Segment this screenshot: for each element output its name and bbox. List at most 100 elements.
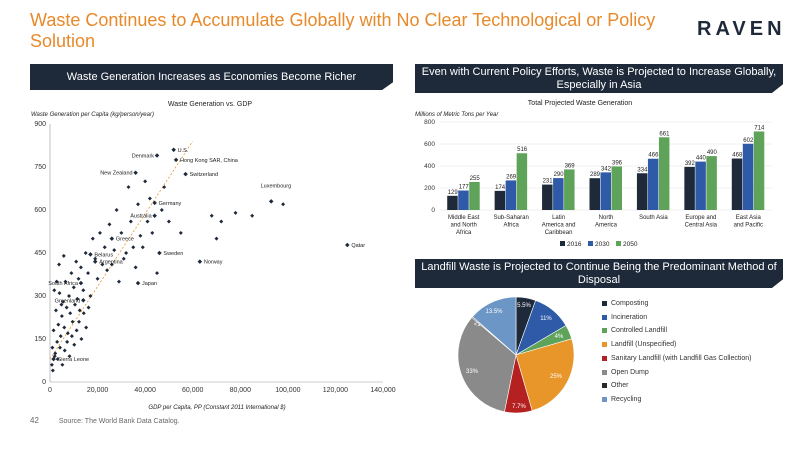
bar-2030 xyxy=(553,178,564,210)
pie-slice-label: 4% xyxy=(555,334,564,340)
bar-value-label: 468 xyxy=(732,153,743,159)
scatter-point-label: Japan xyxy=(142,281,157,287)
scatter-point xyxy=(233,210,238,215)
bar-2050 xyxy=(658,137,670,210)
bar-2050 xyxy=(516,153,528,210)
bar-category-label: Europe and Central Asia xyxy=(685,215,718,229)
scatter-point-label: Luxembourg xyxy=(261,183,292,189)
scatter-point xyxy=(145,219,150,224)
scatter-point xyxy=(124,251,129,255)
scatter-trendline xyxy=(49,140,194,360)
scatter-point xyxy=(49,362,54,367)
bar-2016 xyxy=(542,184,553,210)
pie-legend-swatch xyxy=(602,314,607,320)
bar-2050 xyxy=(469,181,480,210)
scatter-xtick-label: 0 xyxy=(48,387,52,394)
bar-2030 xyxy=(505,180,517,210)
bar-ytick-label: 0 xyxy=(431,207,435,214)
scatter-point xyxy=(50,345,55,350)
pie-slice xyxy=(457,317,517,413)
scatter-point xyxy=(78,265,83,270)
scatter-point-label: Argentina xyxy=(99,260,123,266)
scatter-point xyxy=(209,213,214,218)
scatter-point xyxy=(138,233,143,238)
bar-ytick-label: 600 xyxy=(424,141,435,148)
scatter-point xyxy=(116,279,121,284)
bar-value-label: 255 xyxy=(470,176,481,182)
scatter-point xyxy=(72,342,77,347)
scatter-ytick-label: 300 xyxy=(34,293,46,300)
pie-legend-swatch xyxy=(602,328,607,334)
scatter-point xyxy=(135,280,141,286)
bar-value-label: 661 xyxy=(659,131,670,137)
scatter-point-label: Germany xyxy=(159,201,182,207)
pie-slice-label: 33% xyxy=(466,369,479,375)
scatter-point-label: Switzerland xyxy=(190,172,218,178)
scatter-point xyxy=(126,185,131,190)
source-note: Source: The World Bank Data Catalog. xyxy=(58,418,180,425)
bar-value-label: 334 xyxy=(637,167,648,173)
pie-legend-label: Recycling xyxy=(611,395,642,403)
pie-slice xyxy=(472,296,517,356)
bar-2050 xyxy=(611,166,622,210)
scatter-point xyxy=(60,362,65,367)
bar-2016 xyxy=(494,190,506,210)
pie-legend-label: Landfill (Unspecified) xyxy=(611,341,677,349)
scatter-point xyxy=(159,208,164,212)
scatter-point-label: Denmark xyxy=(132,154,155,160)
scatter-ytick-label: 0 xyxy=(42,379,46,386)
bar-category-label: Sub-Saharan Africa xyxy=(493,215,528,229)
scatter-point xyxy=(50,368,55,373)
scatter-point xyxy=(140,245,145,250)
scatter-point-label: Australia xyxy=(130,214,152,220)
scatter-ytick-label: 150 xyxy=(34,336,46,343)
brand-logo: RAVEN xyxy=(697,18,786,40)
pie-slice-label: 13.5% xyxy=(485,309,503,315)
bar-value-label: 129 xyxy=(448,190,459,196)
bar-value-label: 392 xyxy=(685,161,696,167)
pie-legend-label: Incineration xyxy=(611,313,648,321)
scatter-point xyxy=(74,328,79,333)
scatter-point xyxy=(95,276,100,281)
scatter-point xyxy=(61,253,66,258)
scatter-point xyxy=(53,308,58,313)
scatter-point xyxy=(59,314,64,319)
bar-value-label: 369 xyxy=(565,163,576,169)
scatter-ytick-label: 450 xyxy=(34,250,46,257)
pie-legend-item: Landfill (Unspecified) xyxy=(602,341,676,348)
bar-2030 xyxy=(742,143,754,210)
scatter-point xyxy=(79,337,84,341)
pie-legend-swatch xyxy=(602,383,607,389)
page-number: 42 xyxy=(30,416,39,425)
bar-value-label: 466 xyxy=(648,153,659,159)
scatter-point-label: Belarus xyxy=(94,252,113,258)
bar-category-label: South Asia xyxy=(639,215,668,221)
scatter-point-label: Sierra Leone xyxy=(58,357,90,363)
scatter-point xyxy=(133,265,138,270)
pie-slice-label: 5.5% xyxy=(517,303,531,309)
pie-legend-swatch xyxy=(602,342,607,348)
pie-section-banner: Landfill Waste is Projected to Continue … xyxy=(415,259,783,288)
bar-category-label: Middle East and North Africa xyxy=(448,215,480,236)
bar-ytick-label: 200 xyxy=(424,185,435,192)
bar-section-banner: Even with Current Policy Efforts, Waste … xyxy=(415,64,783,93)
scatter-point xyxy=(136,202,140,207)
scatter-point xyxy=(183,171,188,177)
bar-2030 xyxy=(647,158,659,210)
bar-value-label: 269 xyxy=(506,174,517,180)
scatter-point-label: Norway xyxy=(204,260,223,266)
scatter-point xyxy=(171,147,176,153)
scatter-point xyxy=(55,357,60,362)
scatter-point xyxy=(250,213,255,218)
bar-legend-label: 2016 xyxy=(567,241,582,248)
scatter-point xyxy=(107,222,112,227)
page-title: Waste Continues to Accumulate Globally w… xyxy=(30,10,656,51)
scatter-point xyxy=(109,236,115,241)
scatter-point xyxy=(53,351,58,356)
bar-2030 xyxy=(458,190,469,210)
scatter-point xyxy=(52,288,57,293)
scatter-point-label: Hong Kong SAR, China xyxy=(180,158,239,164)
scatter-point xyxy=(61,299,66,304)
scatter-point xyxy=(105,268,110,273)
scatter-xtick-label: 60,000 xyxy=(182,387,204,394)
